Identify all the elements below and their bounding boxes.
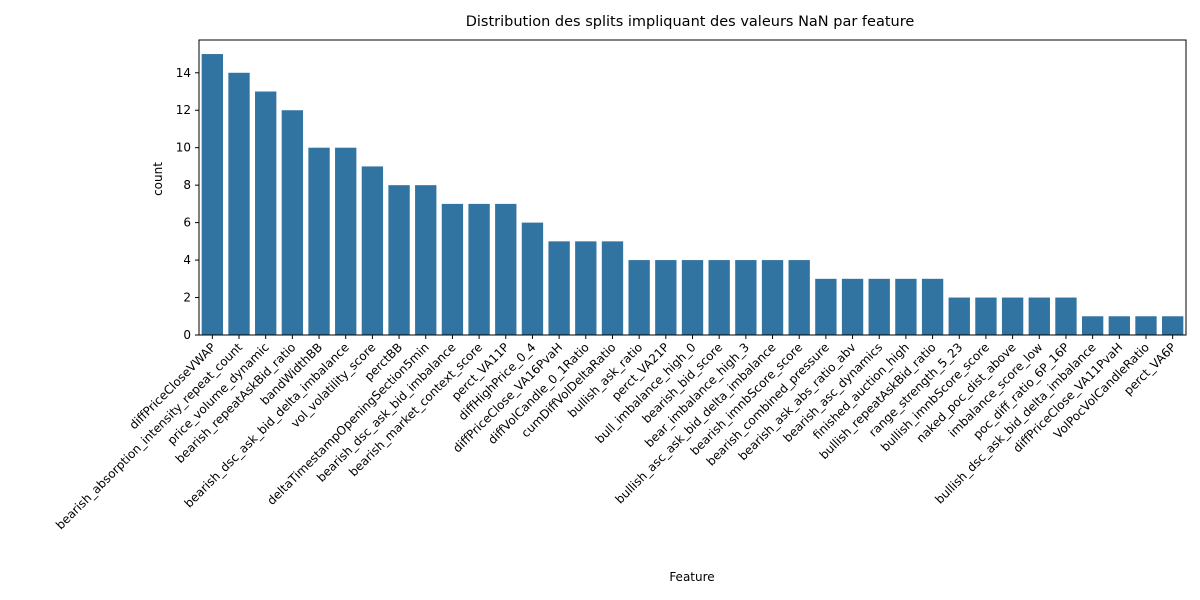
bar-22: [788, 260, 810, 335]
bar-18: [681, 260, 704, 335]
bar-1: [228, 72, 250, 336]
bar-16: [628, 260, 650, 335]
bar-35: [1135, 316, 1157, 335]
plot-frame: [198, 39, 1187, 336]
bar-7: [388, 185, 410, 335]
bar-6: [361, 166, 384, 335]
bar-2: [255, 91, 277, 335]
bar-33: [1081, 316, 1104, 335]
bar-30: [1001, 297, 1024, 335]
bar-28: [948, 297, 970, 335]
y-tick-label: 4: [183, 253, 191, 267]
bar-34: [1108, 316, 1130, 335]
bar-0: [201, 54, 224, 336]
bar-36: [1161, 316, 1184, 335]
bar-9: [441, 203, 464, 335]
bar-24: [841, 278, 864, 335]
bar-3: [281, 110, 304, 335]
bar-11: [495, 203, 517, 335]
y-tick-label: 2: [183, 291, 191, 305]
y-axis-title: count: [151, 162, 165, 196]
bar-10: [468, 203, 490, 335]
bar-27: [921, 278, 944, 335]
bar-20: [735, 260, 757, 335]
x-tick-label: bearish_absorption_intensity_repeat_coun…: [53, 340, 245, 532]
y-axis: 0 2 4 6 8 10 12 14: [176, 66, 199, 342]
y-tick-label: 8: [183, 178, 191, 192]
bar-29: [975, 297, 997, 335]
bar-32: [1055, 297, 1077, 335]
bar-13: [548, 241, 570, 335]
y-tick-label: 10: [176, 141, 191, 155]
bar-25: [868, 278, 890, 335]
bars-group: [201, 54, 1184, 336]
y-tick-label: 0: [183, 328, 191, 342]
bar-21: [761, 260, 784, 335]
y-tick-label: 12: [176, 103, 191, 117]
bar-23: [815, 278, 837, 335]
bar-31: [1028, 297, 1050, 335]
y-tick-label: 14: [176, 66, 191, 80]
chart-title: Distribution des splits impliquant des v…: [466, 14, 915, 30]
bar-8: [415, 185, 437, 335]
bar-19: [708, 260, 730, 335]
bar-17: [655, 260, 677, 335]
bar-12: [521, 222, 544, 335]
bar-15: [601, 241, 624, 335]
bar-14: [575, 241, 597, 335]
bar-4: [308, 147, 330, 335]
x-axis: diffPriceCloseVWAPbearish_absorption_int…: [53, 335, 1179, 532]
bar-5: [335, 147, 357, 335]
x-axis-title: Feature: [669, 570, 714, 584]
y-tick-label: 6: [183, 216, 191, 230]
bar-26: [895, 278, 917, 335]
